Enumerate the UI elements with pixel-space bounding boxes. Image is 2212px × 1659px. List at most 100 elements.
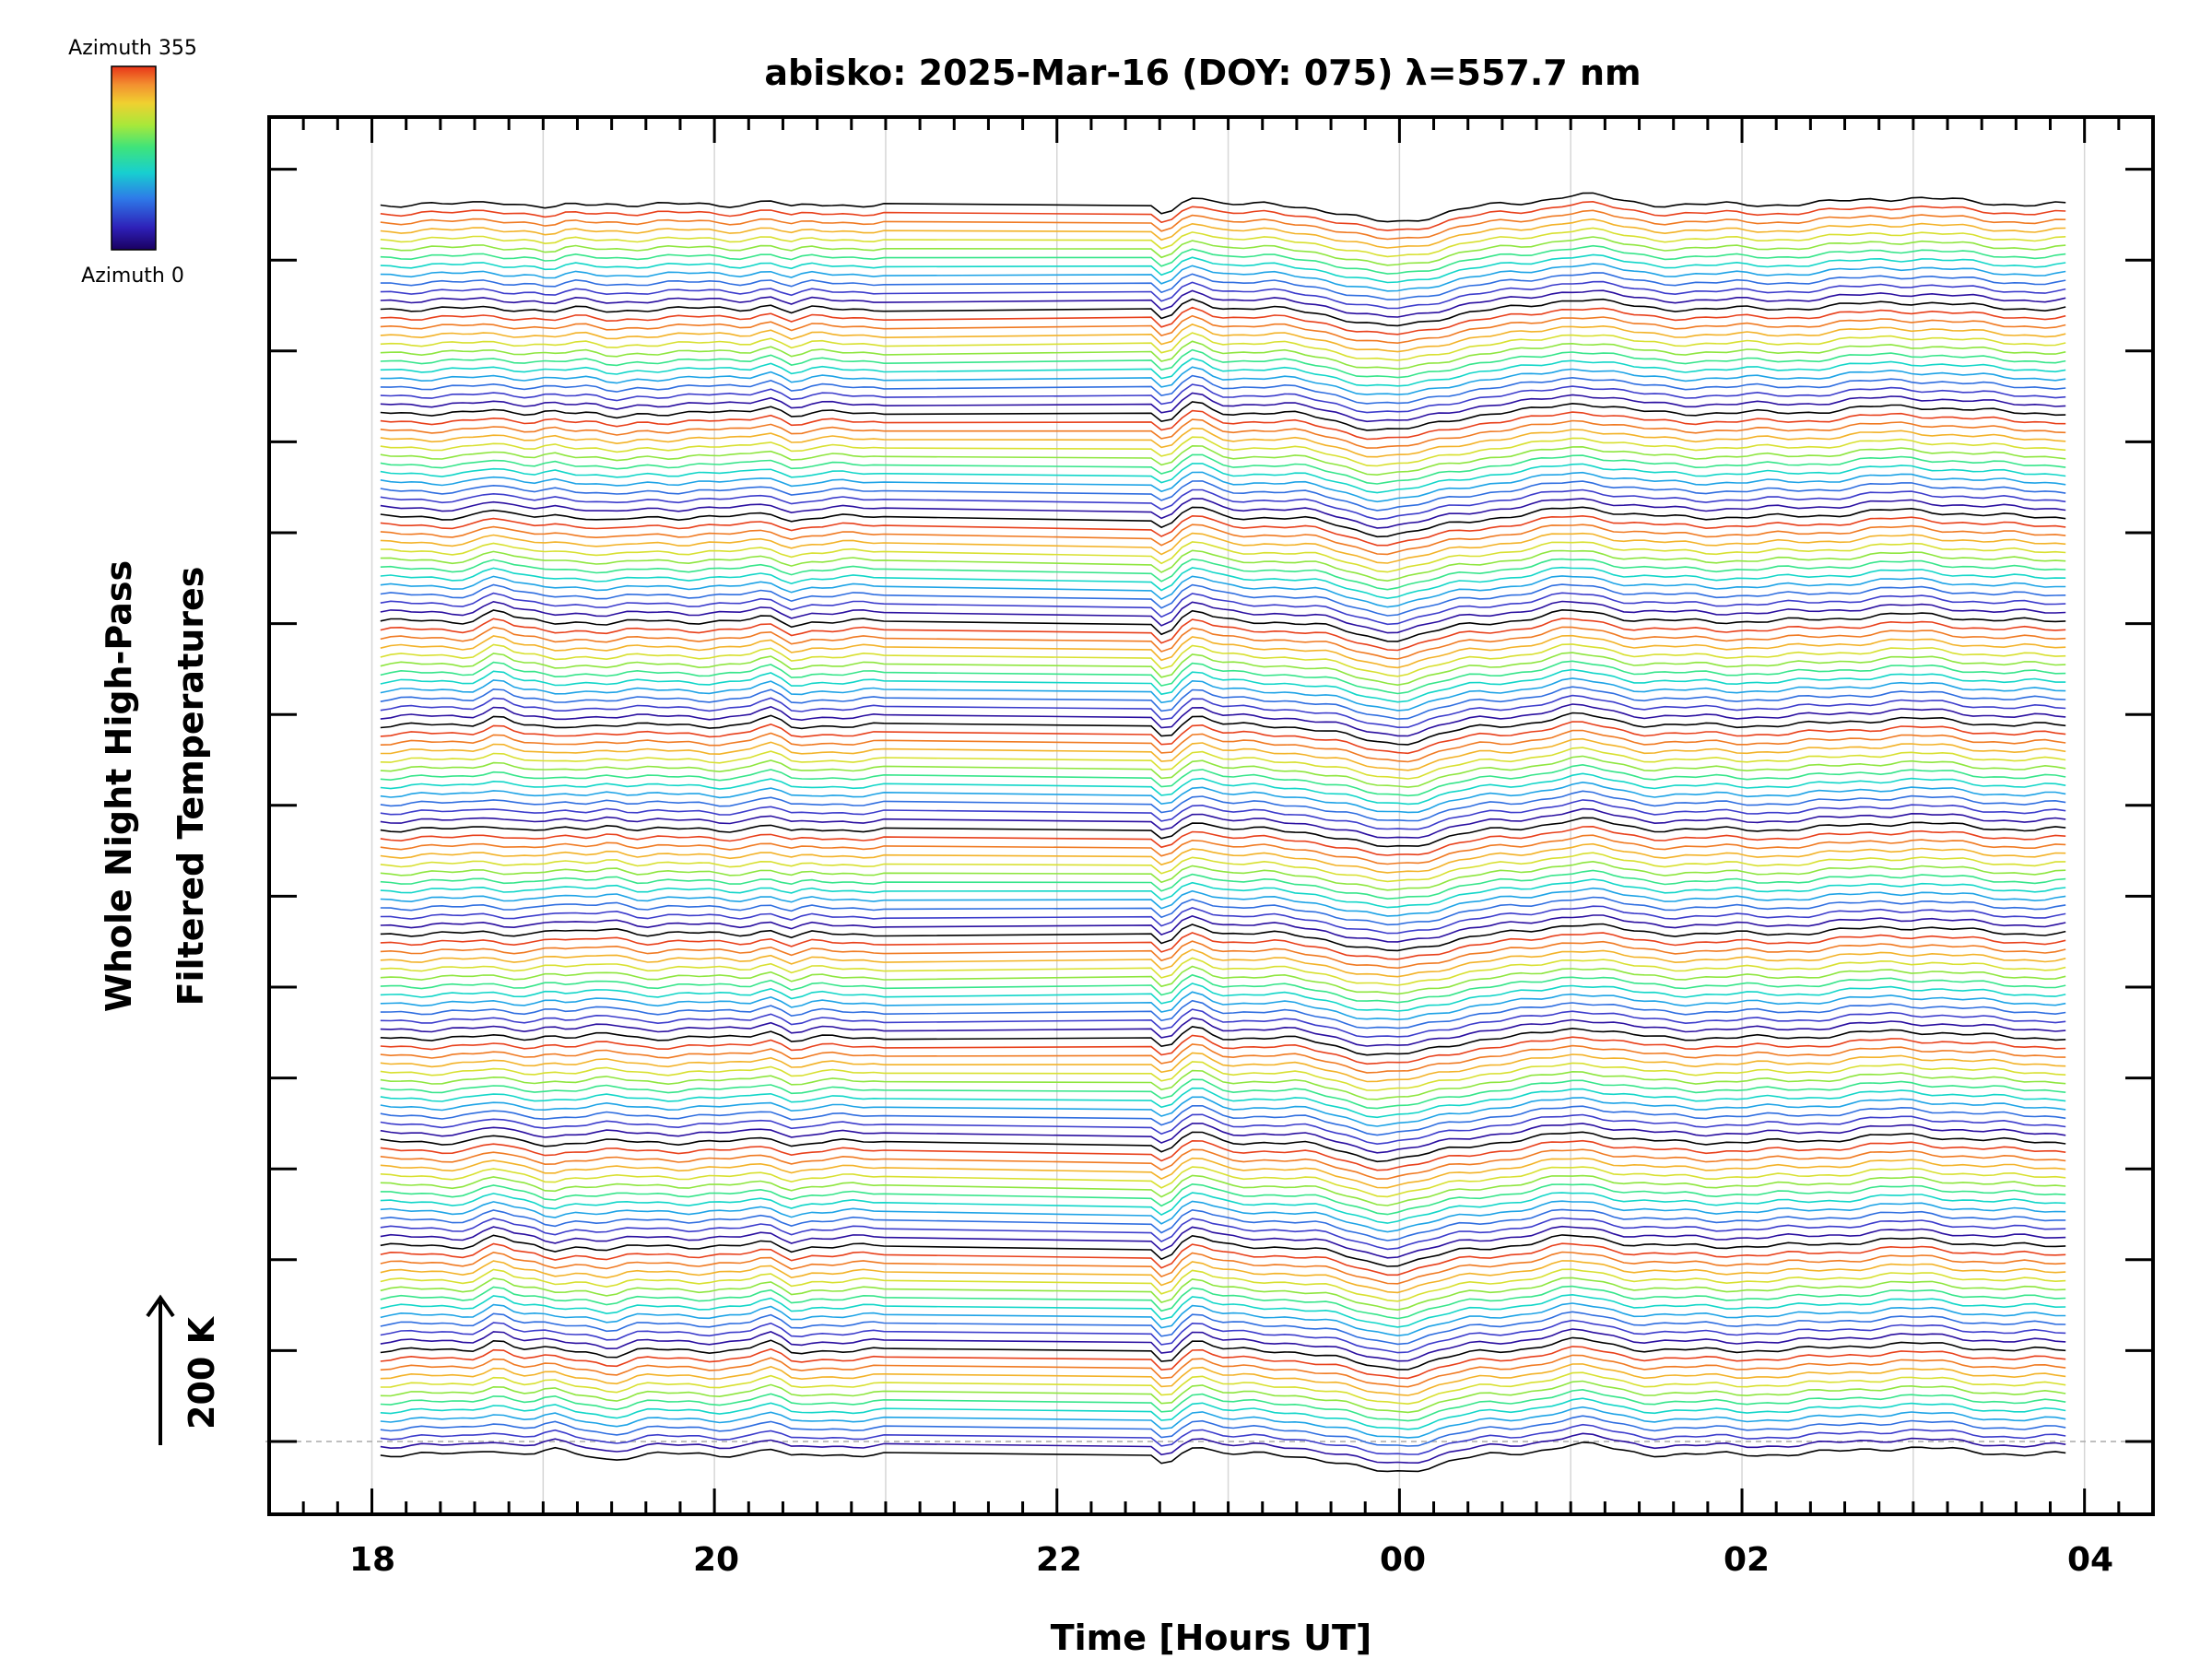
series-line <box>380 1346 2066 1380</box>
series-line <box>380 541 2066 573</box>
series-line <box>380 668 2066 703</box>
series-line <box>380 618 2066 652</box>
series-line <box>380 592 2066 626</box>
series-line <box>380 1078 2066 1110</box>
series-line <box>380 807 2066 839</box>
series-line <box>380 1034 2066 1065</box>
series-line <box>380 1105 2066 1136</box>
series-line <box>380 583 2066 617</box>
series-line <box>380 218 2066 249</box>
chart-title: abisko: 2025-Mar-16 (DOY: 075) λ=557.7 n… <box>764 53 1641 93</box>
series-line <box>380 1293 2066 1328</box>
x-axis-label: Time [Hours UT] <box>1051 1618 1372 1658</box>
series-line <box>380 712 2066 746</box>
series-line <box>380 1242 2066 1277</box>
colorbar-top-label: Azimuth 355 <box>68 37 197 60</box>
series-line <box>380 463 2066 494</box>
x-tick-label: 18 <box>349 1541 395 1579</box>
series-line <box>380 263 2066 292</box>
scale-indicator-label: 200 K <box>182 1315 222 1430</box>
series-line <box>380 392 2066 423</box>
plot-frame <box>267 115 2155 1516</box>
series-line <box>380 1277 2066 1312</box>
colorbar-gradient <box>111 65 157 251</box>
series-line <box>380 227 2066 258</box>
x-tick-label: 00 <box>1380 1541 1426 1579</box>
series-line <box>380 471 2066 503</box>
series-line <box>380 1052 2066 1083</box>
series-line <box>380 1217 2066 1251</box>
series-line <box>380 1285 2066 1320</box>
series-line <box>380 1148 2066 1180</box>
series-line <box>380 506 2066 538</box>
series-line <box>380 332 2066 361</box>
series-line <box>380 652 2066 687</box>
series-line <box>380 973 2066 1004</box>
series-line <box>380 200 2066 231</box>
series-line <box>380 549 2066 582</box>
x-tick-label: 22 <box>1036 1541 1082 1579</box>
series-line <box>380 306 2066 335</box>
series-line <box>380 948 2066 978</box>
series-line <box>380 1415 2066 1447</box>
x-tick-label: 20 <box>693 1541 739 1579</box>
series-line <box>380 869 2066 900</box>
series-line <box>380 1069 2066 1100</box>
series-line <box>380 677 2066 712</box>
grid-lines <box>371 117 2086 1514</box>
series-line <box>380 253 2066 284</box>
series-line <box>380 1200 2066 1233</box>
series-line <box>380 781 2066 814</box>
series-line <box>380 1087 2066 1119</box>
series-line <box>380 366 2066 395</box>
series-line <box>380 852 2066 883</box>
series-line <box>380 1043 2066 1074</box>
series-line <box>380 1225 2066 1259</box>
series-line <box>380 340 2066 371</box>
series-line <box>380 799 2066 830</box>
series-line <box>380 1182 2066 1216</box>
series-line <box>380 444 2066 477</box>
series-line <box>380 524 2066 556</box>
series-line <box>380 600 2066 634</box>
series-line <box>380 817 2066 848</box>
series-line <box>380 755 2066 788</box>
series-line <box>380 1096 2066 1127</box>
series-line <box>380 1268 2066 1302</box>
series-line <box>380 860 2066 891</box>
series-line <box>380 383 2066 414</box>
series-line <box>380 566 2066 600</box>
scale-arrow-head <box>146 1294 175 1318</box>
series-line <box>380 1260 2066 1294</box>
x-tick-labels: 18 20 22 00 02 04 <box>349 1541 2113 1579</box>
series-line <box>380 314 2066 345</box>
series-line <box>380 1157 2066 1189</box>
series-line <box>380 514 2066 547</box>
series-line <box>380 1441 2066 1473</box>
series-line <box>380 1311 2066 1346</box>
series-line <box>380 575 2066 608</box>
series-line <box>380 244 2066 275</box>
series-line <box>380 280 2066 310</box>
series-line <box>380 1139 2066 1171</box>
series-line <box>380 729 2066 763</box>
series-line <box>380 1302 2066 1337</box>
series-line <box>380 289 2066 318</box>
y-axis-label-line2: Filtered Temperatures <box>171 567 211 1006</box>
series-line <box>380 272 2066 300</box>
series-line <box>380 1008 2066 1039</box>
series-line <box>380 1354 2066 1388</box>
series-line <box>380 999 2066 1030</box>
series-line <box>380 703 2066 737</box>
series-line <box>380 418 2066 449</box>
series-line <box>380 374 2066 405</box>
series-line <box>380 1208 2066 1241</box>
series-line <box>380 1328 2066 1362</box>
colorbar-bottom-label: Azimuth 0 <box>81 265 184 288</box>
series-line <box>380 409 2066 441</box>
series-line <box>380 1061 2066 1091</box>
series-line <box>380 401 2066 431</box>
series-line <box>380 1406 2066 1439</box>
series-line <box>380 965 2066 995</box>
